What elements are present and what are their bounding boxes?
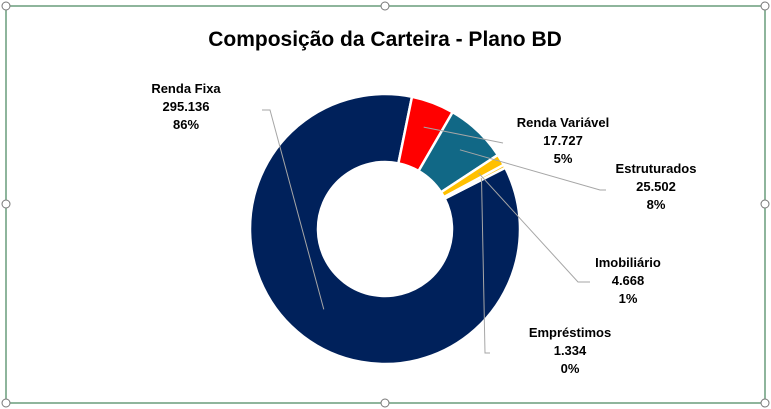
leader-lines (262, 109, 606, 354)
leader-line-renda-fixa (262, 109, 325, 310)
data-label-name-renda-fixa: Renda Fixa (151, 81, 221, 96)
data-label-value-imobiliario: 4.668 (612, 273, 645, 288)
data-label-percent-renda-variavel: 5% (554, 151, 573, 166)
resize-handle-left[interactable] (1, 199, 11, 209)
leader-line-estruturados (459, 149, 606, 191)
slice-emprestimos[interactable] (442, 163, 507, 201)
data-label-percent-estruturados: 8% (647, 197, 666, 212)
data-label-value-estruturados: 25.502 (636, 179, 676, 194)
resize-handle-top-right[interactable] (760, 1, 770, 11)
data-label-value-renda-variavel: 17.727 (543, 133, 583, 148)
data-label-name-estruturados: Estruturados (616, 161, 697, 176)
donut-slices (248, 92, 522, 366)
leader-line-emprestimos (481, 178, 490, 354)
resize-handle-bottom[interactable] (380, 398, 390, 408)
resize-handle-right[interactable] (760, 199, 770, 209)
data-label-name-renda-variavel: Renda Variável (517, 115, 610, 130)
leader-line-renda-variavel (423, 126, 504, 144)
resize-handle-top[interactable] (380, 1, 390, 11)
data-label-value-emprestimos: 1.334 (554, 343, 587, 358)
data-label-name-imobiliario: Imobiliário (595, 255, 661, 270)
data-labels: Renda Fixa 295.136 86% Renda Variável 17.727… (151, 81, 696, 376)
data-label-value-renda-fixa: 295.136 (163, 99, 210, 114)
resize-handle-bottom-right[interactable] (760, 398, 770, 408)
data-label-name-emprestimos: Empréstimos (529, 325, 611, 340)
data-label-percent-emprestimos: 0% (561, 361, 580, 376)
leader-line-imobiliario (478, 172, 590, 283)
chart-title: Composição da Carteira - Plano BD (208, 28, 562, 51)
data-label-percent-imobiliario: 1% (619, 291, 638, 306)
slice-renda-fixa[interactable] (248, 92, 522, 366)
resize-handle-bottom-left[interactable] (1, 398, 11, 408)
resize-handle-top-left[interactable] (1, 1, 11, 11)
data-label-percent-renda-fixa: 86% (173, 117, 199, 132)
